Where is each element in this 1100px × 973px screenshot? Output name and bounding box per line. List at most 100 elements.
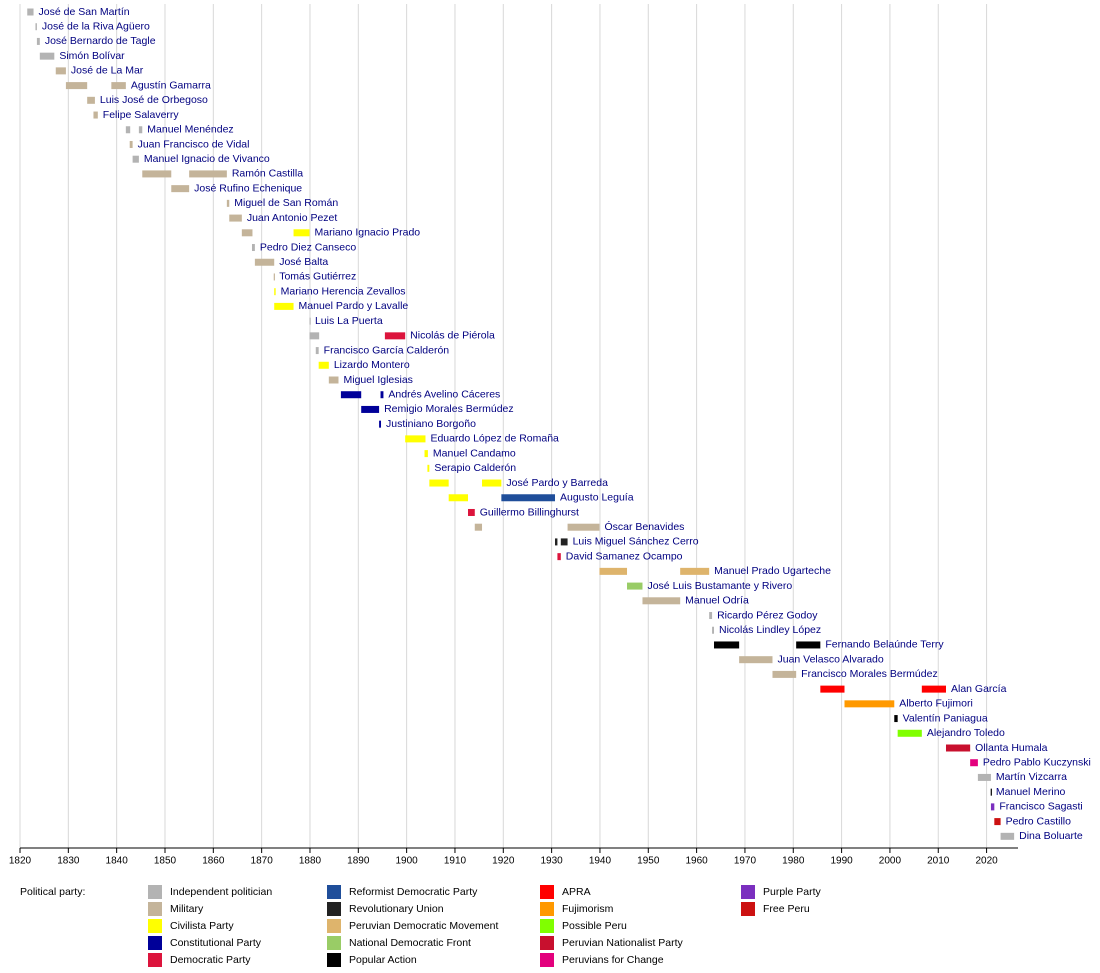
legend-label: National Democratic Front xyxy=(349,937,471,949)
legend-swatch xyxy=(327,953,341,967)
president-name: Ramón Castilla xyxy=(232,168,303,180)
legend-swatch xyxy=(148,953,162,967)
x-tick-label: 1950 xyxy=(637,856,660,867)
legend-label: Purple Party xyxy=(763,886,822,898)
president-name: Luis José de Orbegoso xyxy=(100,94,208,106)
term-bar xyxy=(429,479,449,487)
term-bar xyxy=(714,641,740,649)
x-tick-label: 1990 xyxy=(830,856,853,867)
legend-swatch xyxy=(540,953,554,967)
term-bar xyxy=(35,23,37,31)
x-tick-label: 1880 xyxy=(299,856,322,867)
president-name: Nicolás Lindley López xyxy=(719,624,821,636)
term-bar xyxy=(142,170,172,178)
legend-title: Political party: xyxy=(20,886,85,898)
president-name: Pedro Diez Canseco xyxy=(260,241,356,253)
president-name: José de La Mar xyxy=(71,65,144,77)
term-bar xyxy=(990,788,992,796)
legend-label: Civilista Party xyxy=(170,920,234,932)
president-name: Ricardo Pérez Godoy xyxy=(717,609,818,621)
president-name: Francisco Sagasti xyxy=(999,801,1082,813)
term-bar xyxy=(93,111,98,119)
term-bar xyxy=(427,464,430,472)
term-bar xyxy=(1000,832,1015,840)
legend-label: Democratic Party xyxy=(170,954,251,966)
president-name: Tomás Gutiérrez xyxy=(279,271,356,283)
term-bar xyxy=(482,479,502,487)
term-bar xyxy=(340,391,362,399)
term-bar xyxy=(241,229,253,237)
president-name: Óscar Benavides xyxy=(604,520,684,533)
term-bar xyxy=(132,155,139,163)
term-bar xyxy=(273,273,275,281)
term-bar xyxy=(772,670,797,678)
president-name: José de la Riva Agüero xyxy=(42,21,150,33)
term-bar xyxy=(39,52,55,60)
president-name: Serapio Calderón xyxy=(434,462,516,474)
legend-label: Military xyxy=(170,903,204,915)
term-bar xyxy=(945,744,971,752)
legend-label: Revolutionary Union xyxy=(349,903,444,915)
president-name: Dina Boluarte xyxy=(1019,830,1083,842)
term-bar xyxy=(567,523,600,531)
term-bar xyxy=(384,332,406,340)
term-bar xyxy=(977,773,991,781)
president-name: Manuel Prado Ugarteche xyxy=(714,565,831,577)
legend-swatch xyxy=(327,919,341,933)
term-bar xyxy=(501,494,556,502)
term-bar xyxy=(274,302,294,310)
president-name: Martín Vizcarra xyxy=(996,771,1067,783)
legend-label: Free Peru xyxy=(763,903,810,915)
president-name: José de San Martín xyxy=(39,6,130,18)
term-bar xyxy=(894,715,898,723)
term-bar xyxy=(138,126,143,134)
president-name: Valentín Paniagua xyxy=(903,712,988,724)
legend-swatch xyxy=(540,885,554,899)
legend-label: Reformist Democratic Party xyxy=(349,886,478,898)
president-name: Luis Miguel Sánchez Cerro xyxy=(573,536,699,548)
president-name: Francisco García Calderón xyxy=(324,344,450,356)
term-bar xyxy=(405,435,426,443)
term-bar xyxy=(328,376,339,384)
legend-label: Possible Peru xyxy=(562,920,627,932)
president-name: Nicolás de Piérola xyxy=(410,330,495,342)
x-tick-label: 1850 xyxy=(154,856,177,867)
president-name: Manuel Menéndez xyxy=(147,124,233,136)
term-bar xyxy=(557,553,561,561)
term-bar xyxy=(739,656,773,664)
legend-label: APRA xyxy=(562,886,591,898)
term-bar xyxy=(309,332,320,340)
term-bar xyxy=(87,96,95,104)
x-tick-label: 1980 xyxy=(782,856,805,867)
president-name: Francisco Morales Bermúdez xyxy=(801,668,938,680)
x-tick-label: 1860 xyxy=(202,856,225,867)
legend-swatch xyxy=(148,936,162,950)
president-name: Pedro Pablo Kuczynski xyxy=(983,757,1091,769)
term-bar xyxy=(642,597,681,605)
x-tick-label: 1910 xyxy=(444,856,467,867)
term-bar xyxy=(111,82,126,90)
x-tick-label: 1920 xyxy=(492,856,515,867)
president-name: Fernando Belaúnde Terry xyxy=(825,639,944,651)
legend-swatch xyxy=(327,885,341,899)
term-bar xyxy=(293,229,310,237)
x-tick-label: 1970 xyxy=(734,856,757,867)
president-name: Simón Bolívar xyxy=(59,50,125,62)
legend-swatch xyxy=(148,885,162,899)
president-name: Manuel Candamo xyxy=(433,447,516,459)
president-name: Alejandro Toledo xyxy=(927,727,1005,739)
president-name: Miguel Iglesias xyxy=(343,374,412,386)
x-tick-label: 1870 xyxy=(251,856,274,867)
president-name: Juan Francisco de Vidal xyxy=(138,138,250,150)
x-tick-label: 1830 xyxy=(57,856,80,867)
term-bar xyxy=(424,450,428,458)
x-tick-label: 1930 xyxy=(540,856,563,867)
president-name: Felipe Salaverry xyxy=(103,109,180,121)
term-bar xyxy=(318,361,329,369)
term-bar xyxy=(970,759,978,767)
x-tick-label: 1940 xyxy=(589,856,612,867)
term-bar xyxy=(712,626,715,634)
legend-swatch xyxy=(540,902,554,916)
x-tick-label: 2010 xyxy=(927,856,950,867)
term-bar xyxy=(189,170,227,178)
